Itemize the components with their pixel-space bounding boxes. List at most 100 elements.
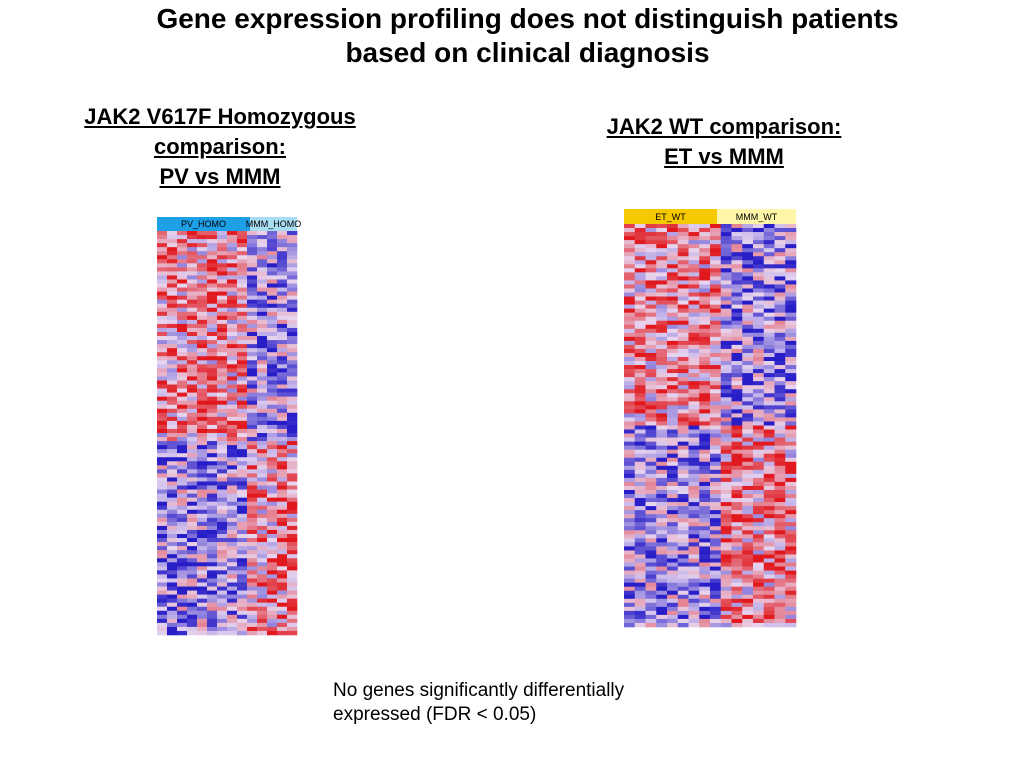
heatmap-cell: [699, 324, 711, 330]
heatmap-cell: [645, 534, 657, 539]
heatmap-cell: [257, 529, 268, 535]
heatmap-cell: [667, 514, 679, 519]
heatmap-cell: [785, 304, 797, 309]
heatmap-cell: [677, 502, 689, 507]
heatmap-cell: [742, 332, 754, 338]
heatmap-cell: [187, 493, 198, 498]
heatmap-cell: [688, 445, 700, 450]
heatmap-cell: [247, 283, 258, 288]
heatmap-cell: [667, 300, 679, 305]
heatmap-cell: [753, 566, 765, 571]
heatmap-cell: [197, 558, 208, 563]
heatmap-cell: [677, 417, 689, 422]
heatmap-cell: [645, 405, 657, 410]
heatmap-cell: [645, 304, 657, 309]
heatmap-cell: [634, 381, 646, 386]
heatmap-cell: [177, 598, 188, 603]
heatmap-cell: [785, 272, 797, 277]
heatmap-cell: [267, 525, 278, 531]
heatmap-cell: [763, 606, 775, 612]
heatmap-cell: [645, 453, 657, 459]
heatmap-cell: [667, 280, 679, 285]
heatmap-cell: [645, 369, 657, 374]
heatmap-cell: [247, 606, 258, 612]
heatmap-cell: [677, 457, 689, 463]
heatmap-cell: [277, 239, 288, 244]
heatmap-cell: [731, 570, 743, 575]
heatmap-cell: [731, 369, 743, 374]
heatmap-cell: [731, 405, 743, 410]
heatmap-cell: [247, 493, 258, 498]
heatmap-cell: [197, 271, 208, 276]
heatmap-cell: [645, 248, 657, 253]
heatmap-cell: [688, 352, 700, 358]
heatmap-cell: [720, 324, 732, 330]
heatmap-cell: [774, 421, 786, 426]
heatmap-cell: [731, 590, 743, 596]
heatmap-cell: [177, 247, 188, 252]
heatmap-cell: [753, 397, 765, 402]
heatmap-cell: [217, 287, 228, 292]
heatmap-cell: [157, 457, 168, 462]
heatmap-cell: [177, 590, 188, 595]
title-line: based on clinical diagnosis: [345, 37, 710, 68]
heatmap-cell: [207, 521, 218, 527]
heatmap-cell: [197, 497, 208, 502]
heatmap-cell: [167, 332, 178, 337]
heatmap-cell: [699, 489, 711, 495]
heatmap-cell: [167, 384, 178, 389]
heatmap-cell: [763, 494, 775, 499]
heatmap-cell: [624, 437, 636, 442]
heatmap-cell: [197, 578, 208, 583]
heatmap-cell: [167, 614, 178, 620]
heatmap-cell: [742, 522, 754, 527]
heatmap-cell: [277, 525, 288, 531]
heatmap-cell: [634, 344, 646, 350]
heatmap-cell: [157, 360, 168, 365]
heatmap-cell: [710, 433, 722, 438]
heatmap-cell: [267, 534, 278, 539]
heatmap-cell: [157, 231, 168, 236]
heatmap-cell: [753, 578, 765, 583]
heatmap-cell: [667, 562, 679, 567]
heatmap-cell: [742, 554, 754, 559]
heatmap-cell: [167, 453, 178, 458]
heatmap-cell: [667, 485, 679, 491]
heatmap-cell: [731, 397, 743, 402]
heatmap-cell: [247, 505, 258, 511]
heatmap-cell: [267, 311, 278, 317]
heatmap-cell: [197, 521, 208, 527]
heatmap-cell: [774, 437, 786, 442]
heatmap-cell: [247, 546, 258, 551]
heatmap-cell: [157, 590, 168, 595]
heatmap-cell: [688, 300, 700, 305]
heatmap-cell: [187, 437, 198, 442]
heatmap-cell: [785, 348, 797, 354]
heatmap-cell: [217, 562, 228, 567]
heatmap-cell: [247, 433, 258, 438]
heatmap-cell: [247, 521, 258, 527]
heatmap-cell: [731, 425, 743, 430]
heatmap-cell: [247, 380, 258, 385]
heatmap-cell: [763, 228, 775, 233]
heatmap-cell: [277, 251, 288, 256]
heatmap-cell: [187, 602, 198, 608]
heatmap-cell: [688, 240, 700, 245]
heatmap-cell: [227, 534, 238, 539]
heatmap-cell: [277, 303, 288, 309]
heatmap-cell: [677, 340, 689, 346]
heatmap-cell: [187, 582, 198, 587]
heatmap-cell: [197, 356, 208, 361]
heatmap-cell: [656, 312, 668, 317]
heatmap-cell: [227, 602, 238, 608]
heatmap-cell: [167, 441, 178, 446]
heatmap-cell: [267, 408, 278, 414]
heatmap-cell: [277, 368, 288, 373]
heatmap-cell: [217, 590, 228, 595]
heatmap-cell: [624, 514, 636, 519]
heatmap-cell: [177, 614, 188, 620]
heatmap-cell: [688, 284, 700, 289]
heatmap-cell: [699, 606, 711, 612]
heatmap-cell: [257, 626, 268, 632]
heatmap-cell: [677, 530, 689, 535]
